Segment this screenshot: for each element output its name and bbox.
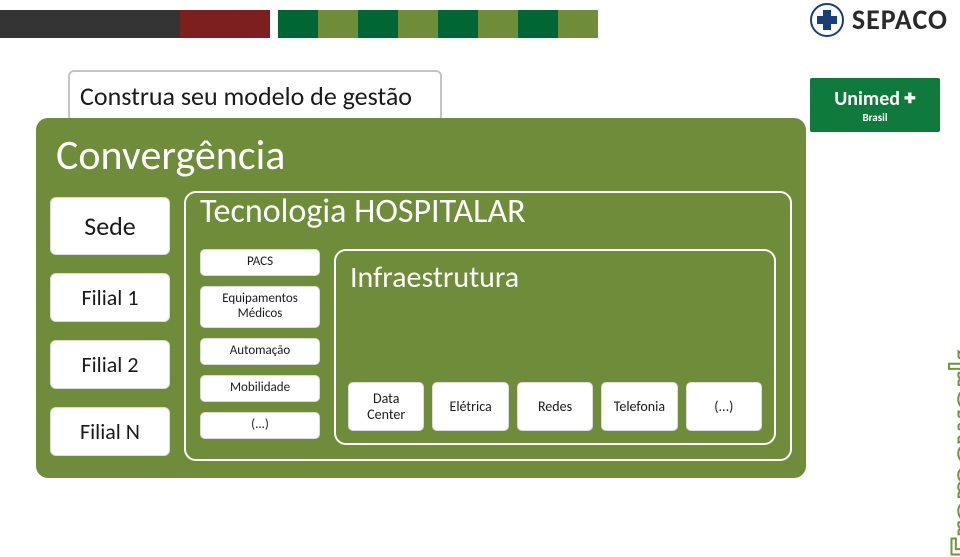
stripe-segment — [0, 10, 180, 38]
infra-chip-tel: Telefonia — [601, 382, 677, 431]
locations-column: Sede Filial 1 Filial 2 Filial N — [50, 191, 170, 461]
panel-body: Sede Filial 1 Filial 2 Filial N Tecnolog… — [50, 191, 792, 461]
infra-panel: Infraestrutura Data Center Elétrica Rede… — [334, 249, 776, 445]
stripe-segment — [558, 10, 598, 38]
panel-title: Convergência — [56, 130, 792, 181]
logo-unimed: Unimed ✚ Brasil — [810, 78, 940, 132]
infra-chip-rd: Redes — [517, 382, 593, 431]
tree-icon: ✚ — [904, 90, 916, 107]
tech-inner: PACS Equipamentos Médicos Automação Mobi… — [200, 249, 776, 445]
stripe-segment — [358, 10, 398, 38]
stripe-segment — [478, 10, 518, 38]
infra-title: Infraestrutura — [350, 259, 762, 296]
stripe-segment — [398, 10, 438, 38]
logo-sepaco: SEPACO — [810, 2, 948, 37]
unimed-text: Unimed — [834, 87, 900, 111]
convergence-panel: Convergência Sede Filial 1 Filial 2 Fili… — [36, 118, 806, 478]
infra-row: Data Center Elétrica Redes Telefonia (..… — [348, 382, 762, 431]
page-root: SEPACO Unimed ✚ Brasil Framework Constru… — [0, 0, 960, 540]
location-chip-filial2: Filial 2 — [50, 340, 170, 389]
infra-chip-more: (...) — [686, 382, 762, 431]
location-chip-filialn: Filial N — [50, 407, 170, 456]
stripe-segment — [270, 10, 278, 38]
unimed-sub: Brasil — [862, 111, 887, 124]
stripe-segment — [180, 10, 270, 38]
framework-label: Framework — [940, 350, 960, 557]
stripe-segment — [518, 10, 558, 38]
tech-chip-more: (...) — [200, 412, 320, 439]
infra-chip-dc: Data Center — [348, 382, 424, 431]
tech-chip-auto: Automação — [200, 338, 320, 365]
tech-title: Tecnologia HOSPITALAR — [200, 191, 526, 232]
stripe-segment — [438, 10, 478, 38]
tech-items-column: PACS Equipamentos Médicos Automação Mobi… — [200, 249, 320, 445]
tech-chip-pacs: PACS — [200, 249, 320, 276]
tech-chip-equip: Equipamentos Médicos — [200, 286, 320, 328]
stripe-segment — [278, 10, 318, 38]
sepaco-text: SEPACO — [852, 2, 948, 37]
page-subtitle: Construa seu modelo de gestão — [68, 70, 442, 122]
sepaco-cross-icon — [810, 3, 844, 37]
infra-chip-el: Elétrica — [432, 382, 508, 431]
location-chip-sede: Sede — [50, 197, 170, 255]
tech-panel: Tecnologia HOSPITALAR PACS Equipamentos … — [184, 191, 792, 461]
location-chip-filial1: Filial 1 — [50, 273, 170, 322]
tech-chip-mob: Mobilidade — [200, 375, 320, 402]
unimed-main: Unimed ✚ — [834, 87, 916, 111]
stripe-segment — [318, 10, 358, 38]
